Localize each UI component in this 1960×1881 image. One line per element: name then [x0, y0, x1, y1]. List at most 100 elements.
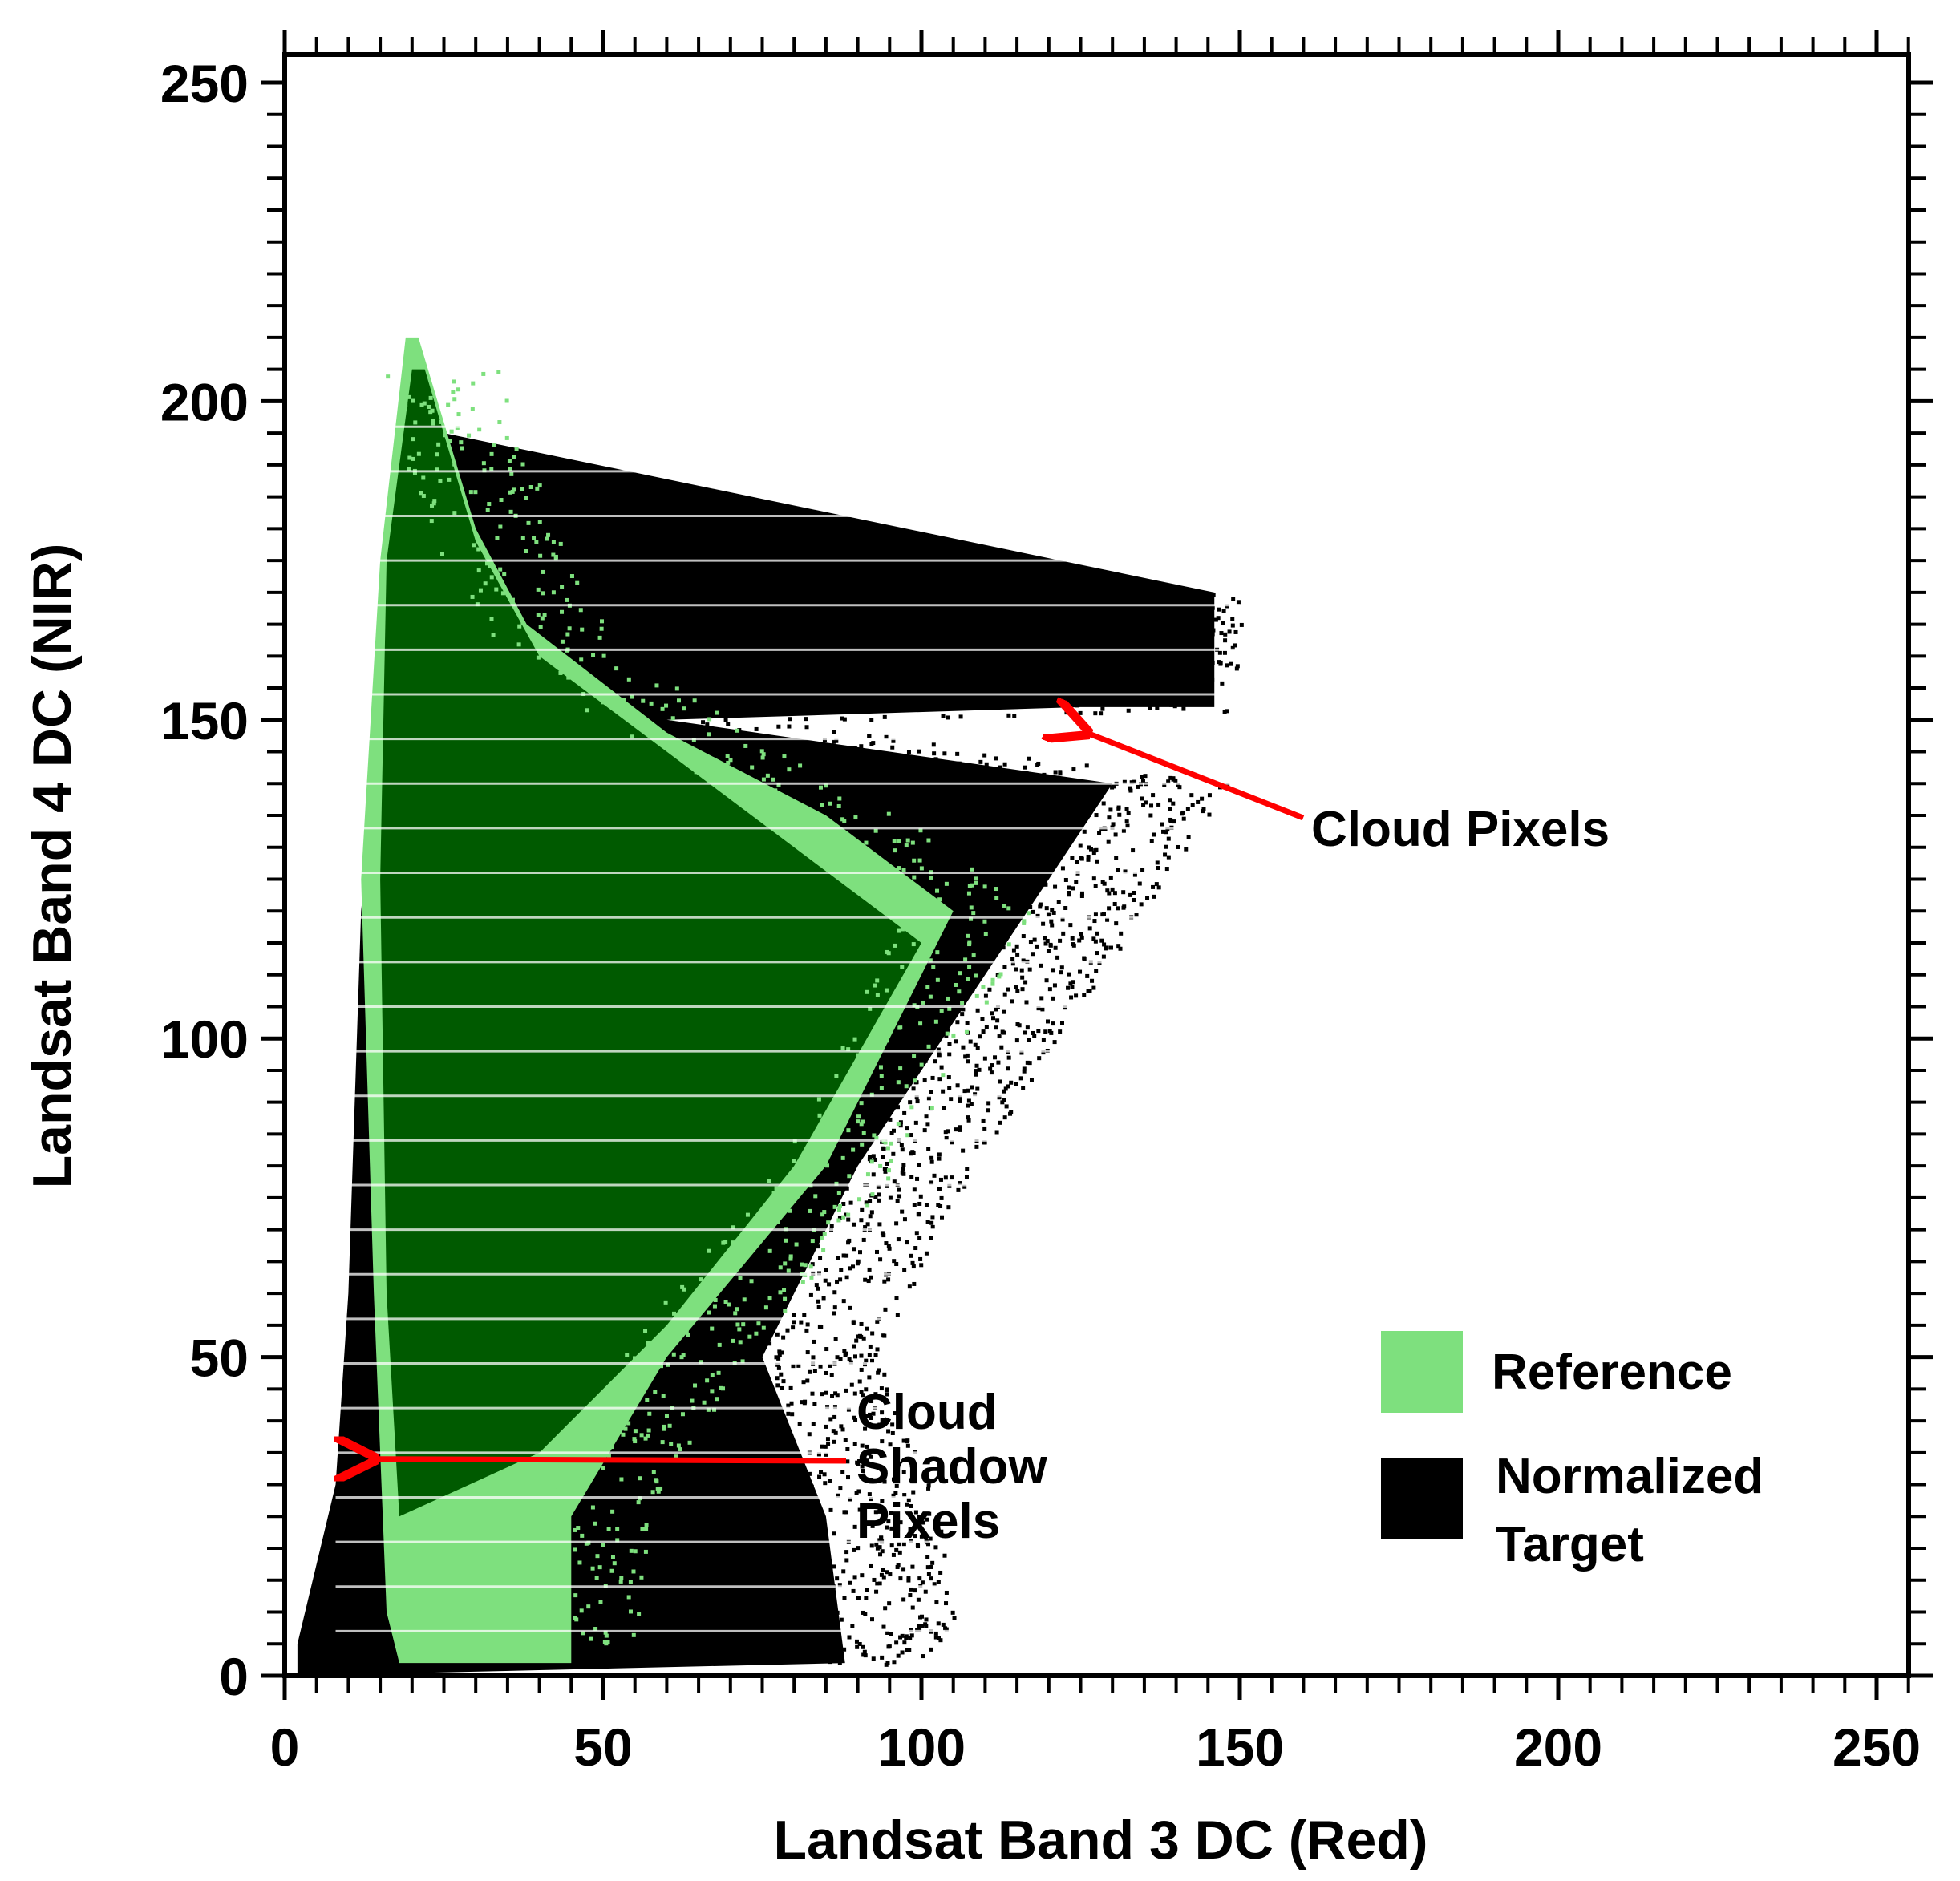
target-point: [941, 1622, 946, 1627]
target-point: [1075, 860, 1080, 864]
reference-point: [562, 1473, 567, 1478]
target-point: [998, 1079, 1002, 1084]
target-point: [873, 1392, 878, 1397]
target-point: [908, 1530, 913, 1535]
reference-point: [459, 440, 464, 445]
target-point: [861, 1237, 866, 1242]
target-point: [887, 1090, 892, 1094]
reference-point: [575, 580, 580, 585]
target-point: [925, 1555, 930, 1559]
cloud-shadow-label-line: Shadow: [856, 1439, 1047, 1495]
target-point: [1172, 819, 1176, 824]
target-point: [1043, 882, 1048, 887]
target-point: [856, 1596, 861, 1600]
reference-point: [847, 1174, 852, 1179]
target-point: [995, 1018, 1000, 1023]
target-point: [656, 719, 661, 724]
target-point: [908, 1069, 913, 1074]
target-point: [909, 1463, 914, 1468]
reference-point: [715, 1397, 719, 1402]
target-point: [870, 1617, 875, 1622]
target-point: [875, 1319, 880, 1324]
target-point: [947, 1086, 952, 1090]
target-point: [842, 1596, 847, 1600]
target-point: [1047, 1029, 1052, 1034]
target-point: [938, 1204, 943, 1209]
target-point: [802, 1313, 807, 1317]
reference-point: [771, 812, 775, 817]
target-point: [820, 1524, 825, 1529]
target-point: [962, 763, 967, 768]
target-point: [1036, 761, 1041, 766]
target-point: [861, 1644, 865, 1649]
target-point: [1140, 868, 1145, 872]
target-point: [910, 1605, 915, 1610]
target-point: [848, 1580, 852, 1585]
target-point: [1121, 828, 1126, 833]
target-point: [1111, 822, 1116, 827]
reference-point: [542, 1544, 547, 1549]
target-point: [1120, 684, 1124, 689]
reference-point: [499, 497, 504, 502]
reference-point: [601, 653, 606, 658]
reference-point: [573, 1527, 577, 1532]
reference-point: [438, 478, 443, 483]
reference-point: [619, 1477, 624, 1482]
reference-point: [756, 1321, 761, 1326]
reference-point: [905, 838, 910, 843]
target-point: [1210, 677, 1215, 682]
target-point: [1145, 665, 1150, 669]
target-point: [1094, 813, 1099, 818]
reference-point: [723, 1276, 727, 1280]
reference-point: [560, 639, 565, 644]
reference-point: [886, 1017, 891, 1021]
reference-point: [994, 896, 999, 900]
target-point: [977, 1067, 982, 1072]
target-point: [929, 1155, 934, 1160]
target-point: [1010, 957, 1015, 961]
target-point: [1181, 639, 1186, 644]
target-point: [816, 1286, 820, 1291]
reference-point: [788, 1256, 793, 1261]
target-point: [891, 1081, 896, 1086]
target-point: [1093, 939, 1098, 944]
target-point: [832, 1290, 837, 1295]
reference-point: [726, 771, 731, 776]
target-point: [1037, 1056, 1042, 1061]
reference-point: [470, 594, 475, 599]
target-point: [846, 1407, 851, 1412]
reference-point: [470, 407, 475, 411]
target-point: [1221, 609, 1226, 613]
target-point: [1155, 637, 1160, 642]
reference-point: [407, 394, 411, 399]
target-point: [842, 1349, 847, 1353]
target-point: [930, 1560, 935, 1565]
reference-point: [528, 485, 533, 490]
target-point: [1205, 688, 1210, 693]
reference-point: [851, 872, 856, 876]
target-point: [889, 1511, 893, 1515]
target-point: [924, 1624, 929, 1628]
target-point: [917, 1201, 922, 1206]
target-point: [1118, 946, 1123, 951]
target-point: [848, 1305, 852, 1310]
reference-point: [538, 625, 543, 629]
target-point: [877, 1198, 881, 1203]
target-point: [892, 1179, 897, 1184]
reference-point: [840, 1086, 844, 1091]
reference-point: [601, 700, 605, 705]
target-point: [913, 1120, 918, 1125]
target-point: [1181, 706, 1186, 711]
target-point: [978, 1034, 982, 1039]
target-point: [830, 1394, 835, 1398]
target-point: [875, 1347, 880, 1352]
target-point: [926, 1486, 931, 1491]
target-point: [864, 1387, 869, 1392]
reference-point: [594, 1576, 599, 1580]
target-point: [863, 1612, 868, 1616]
target-point: [832, 1405, 837, 1410]
target-point: [857, 1135, 862, 1140]
reference-point: [886, 811, 891, 816]
reference-point: [966, 933, 970, 938]
target-point: [801, 1380, 806, 1385]
